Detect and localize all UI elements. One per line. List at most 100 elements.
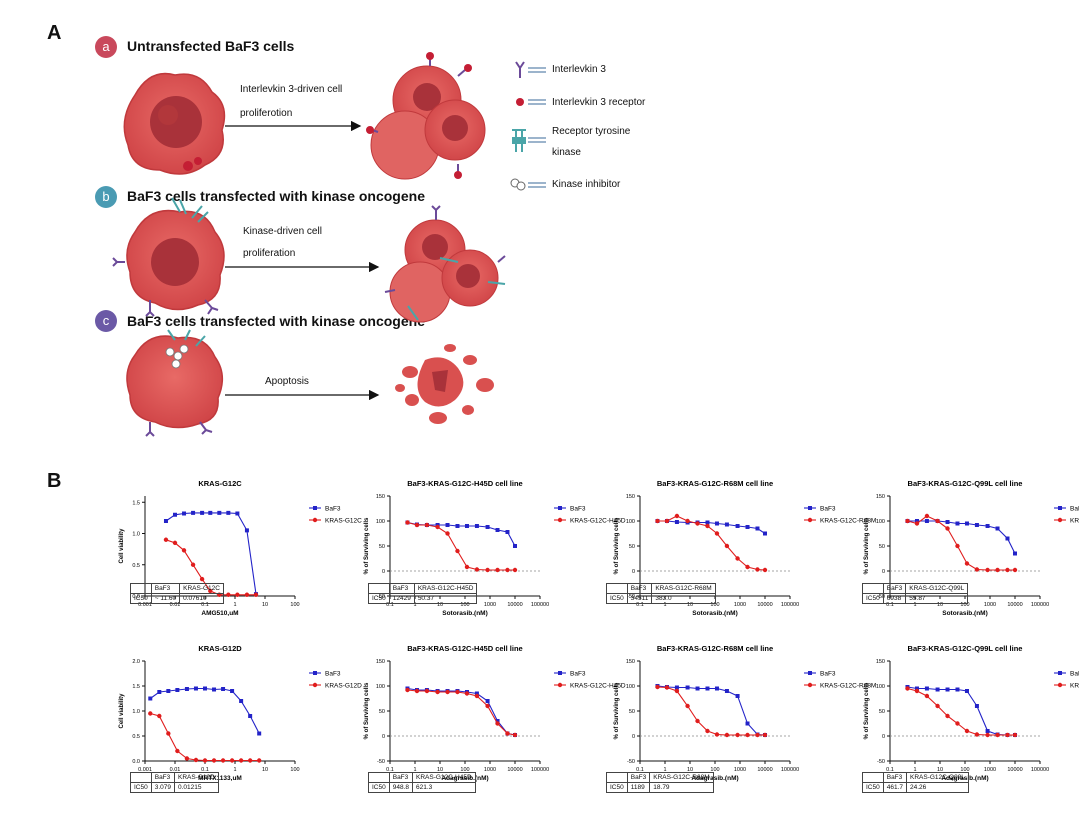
data-point	[755, 526, 760, 531]
data-point	[200, 510, 205, 515]
ic50-cell: 34511	[626, 593, 653, 604]
x-tick-label: 1	[913, 767, 916, 773]
data-point	[924, 693, 930, 699]
x-tick-label: 10000	[507, 602, 522, 608]
ic50-cell: 6938	[882, 593, 907, 604]
y-tick-label: 50	[879, 709, 885, 715]
x-tick-label: 100	[460, 602, 469, 608]
data-point	[714, 732, 720, 737]
y-tick-label: 0	[882, 569, 885, 575]
legend-marker	[313, 506, 317, 510]
x-tick-label: 1000	[484, 602, 496, 608]
legend-label: KRAS-G12C-Q99L	[1070, 518, 1079, 525]
data-point	[485, 525, 490, 529]
data-point	[995, 567, 1000, 573]
data-point	[674, 513, 680, 519]
series-line-1	[907, 687, 1015, 736]
ic50-header-row: BaF3 KRAS-G12D	[130, 772, 219, 783]
data-point	[724, 689, 729, 693]
legend-label: KRAS-G12C	[325, 518, 362, 525]
y-tick-label: 0	[382, 734, 385, 740]
ic50-value-row: IC50 34511 383.0	[606, 593, 716, 604]
ic50-cell	[862, 583, 884, 594]
legend-label: BaF3	[325, 671, 341, 678]
data-point	[513, 544, 517, 548]
x-tick-label: 1000	[484, 767, 496, 773]
ic50-cell: BaF3	[388, 583, 415, 594]
data-point	[1012, 732, 1018, 738]
ic50-cell: KRAS-G12D	[174, 772, 219, 783]
ic50-cell: KRAS-G12C-H45D	[413, 583, 478, 594]
series-line-0	[407, 521, 516, 547]
data-point	[474, 693, 480, 699]
ic50-cell: IC50	[862, 593, 884, 604]
ic50-cell: KRAS-G12C-Q99L	[906, 772, 969, 783]
ic50-cell: IC50	[368, 782, 390, 793]
ic50-value-row: IC50 1189 18.79	[606, 782, 714, 793]
x-tick-label: 0.1	[201, 767, 209, 773]
y-tick-label: -50	[377, 759, 385, 765]
data-point	[175, 688, 180, 692]
legend-label: BaF3	[1070, 506, 1079, 513]
data-point	[1005, 536, 1010, 541]
ic50-value-row: IC50 ~ 11.60 0.07610	[130, 593, 224, 604]
badge-b: b	[95, 186, 117, 208]
ic50-table: BaF3 KRAS-G12D IC50 3.079 0.01215	[130, 772, 219, 793]
data-point	[755, 732, 760, 738]
legend-marker	[312, 682, 318, 688]
data-point	[191, 510, 196, 515]
y-tick-label: 50	[629, 709, 635, 715]
y-tick-label: 2.0	[132, 659, 140, 665]
ic50-cell: 621.3	[412, 782, 476, 793]
chart-4: KRAS-G12D 0.001 0.01 0.1 1 10 100 0.0 0.5 1.0 1.5 2…	[119, 644, 362, 782]
data-point	[173, 512, 177, 517]
ic50-cell: KRAS-G12C	[179, 583, 224, 594]
legend-rtk-label-line1: Receptor tyrosine	[552, 126, 631, 137]
data-point	[405, 520, 410, 525]
data-point	[248, 714, 253, 718]
x-tick-label: 1	[663, 767, 666, 773]
chart-title: KRAS-G12C	[198, 479, 242, 488]
y-tick-label: -50	[877, 759, 885, 765]
data-point	[485, 703, 490, 709]
x-tick-label: 10	[687, 602, 693, 608]
data-point	[924, 686, 929, 691]
ic50-cell: BaF3	[150, 772, 176, 783]
ic50-cell: 383.0	[651, 593, 716, 604]
series-line-0	[149, 687, 260, 734]
legend-marker	[1058, 506, 1062, 510]
data-point	[157, 713, 162, 719]
ic50-value-row: IC50 6938 55.87	[862, 593, 969, 604]
y-axis-label: % of Surviving cells	[864, 682, 870, 739]
legend-label: KRAS-G12C-H45D	[570, 518, 626, 525]
data-point	[905, 686, 910, 691]
chart-title: BaF3-KRAS-G12C-Q99L cell line	[908, 644, 1023, 653]
data-point	[166, 731, 171, 736]
y-tick-label: 0	[382, 569, 385, 575]
legend-il3-label: Interlevkin 3	[552, 64, 606, 75]
ic50-cell: IC50	[606, 782, 628, 793]
data-point	[163, 519, 168, 523]
legend-marker	[557, 682, 563, 688]
x-tick-label: 0.001	[138, 602, 152, 608]
y-tick-label: 0	[632, 569, 635, 575]
ic50-header-row: BaF3 KRAS-G12C-H45D	[368, 583, 478, 594]
series-line-0	[657, 685, 766, 736]
data-point	[414, 688, 420, 694]
data-point	[256, 758, 262, 763]
data-point	[695, 686, 700, 691]
x-tick-label: 10000	[757, 767, 772, 773]
y-tick-label: 150	[876, 494, 885, 500]
y-axis-label: Cell viability	[119, 528, 125, 564]
data-point	[184, 687, 189, 691]
data-point	[166, 689, 171, 693]
x-tick-label: 1000	[984, 767, 996, 773]
legend-label: BaF3	[820, 671, 836, 678]
data-point	[685, 518, 690, 524]
x-tick-label: 10	[937, 602, 943, 608]
x-tick-label: 0.1	[886, 602, 894, 608]
data-point	[505, 530, 510, 534]
ic50-cell	[368, 583, 390, 594]
ic50-cell: KRAS-G12C-Q99L	[905, 583, 969, 594]
